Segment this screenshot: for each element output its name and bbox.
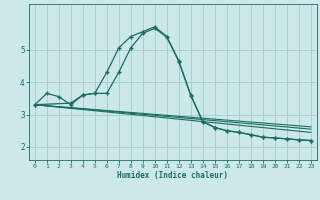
X-axis label: Humidex (Indice chaleur): Humidex (Indice chaleur) bbox=[117, 171, 228, 180]
